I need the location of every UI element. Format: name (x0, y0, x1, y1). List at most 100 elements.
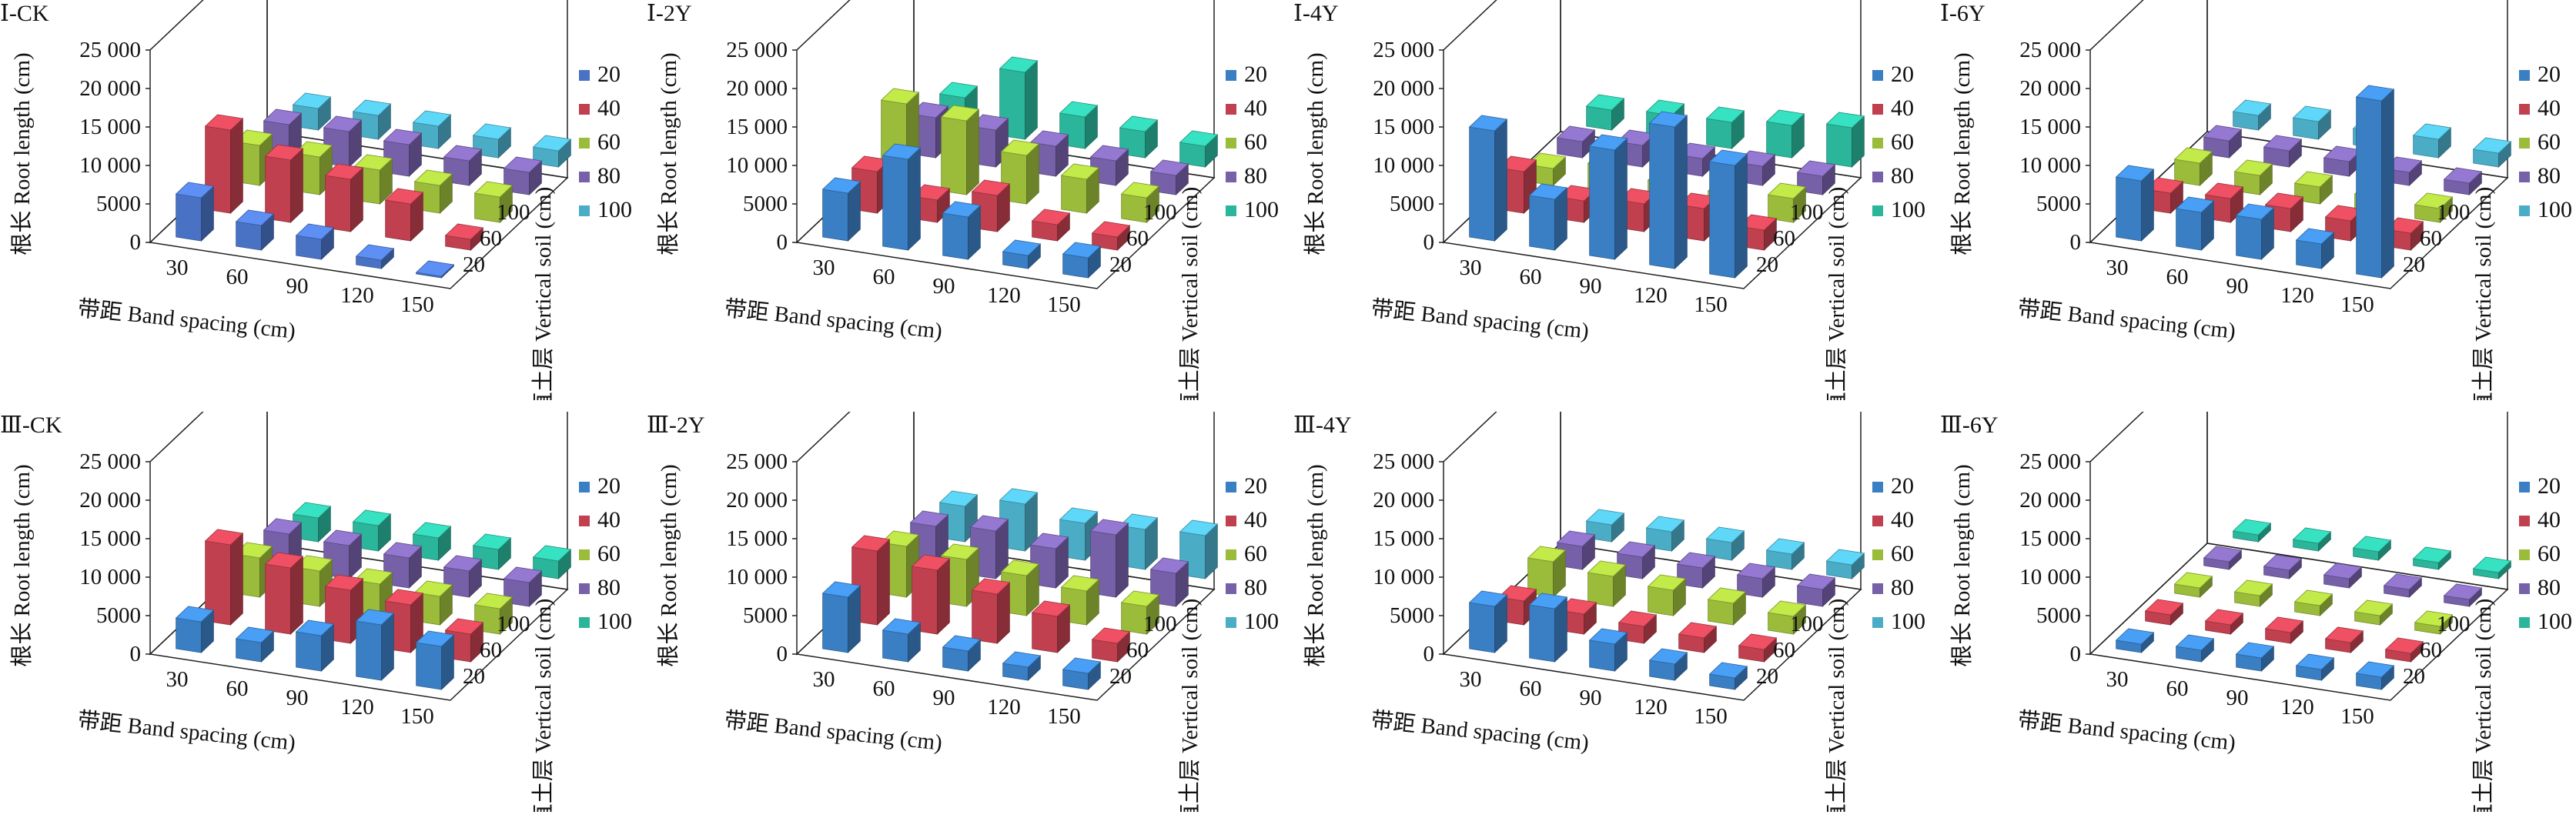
chart-plot: 25 000 20 000 15 000 10 000 5000 0 根长 Root len… (656, 0, 1219, 400)
bar-60-30 (2173, 147, 2213, 187)
legend-label: 60 (1244, 129, 1267, 155)
legend-swatch (2519, 205, 2530, 216)
z-axis-label: 垂直土层 Vertical soil (cm) (530, 599, 556, 812)
bar-40-150 (1091, 627, 1131, 663)
chart-panel: Ⅲ-6Y 25 000 20 000 15 000 10 000 5000 0 根长 Root… (1940, 412, 2572, 812)
z-tick-label: 20 (463, 252, 485, 277)
bar-20-60 (2175, 634, 2215, 663)
legend: 20 40 60 80 100 (579, 475, 633, 644)
bar-100-150 (532, 135, 572, 169)
bar-60-120 (1060, 163, 1100, 215)
chart-panel: Ⅲ-CK 25 000 20 000 15 000 10 000 5000 0 根长 Root… (0, 412, 633, 812)
bar-20-60 (882, 618, 922, 663)
z-tick-label: 100 (497, 200, 530, 225)
bar-100-60 (352, 99, 392, 141)
y-tick-label: 5000 (1390, 603, 1434, 628)
chart-panel: Ⅰ-CK 25 000 20 000 15 000 10 000 5000 0 根长 Root… (0, 0, 632, 400)
x-tick-label: 90 (1580, 274, 1602, 299)
bar-40-120 (384, 188, 424, 242)
bar-20-150 (415, 630, 455, 691)
bar-60-150 (473, 181, 514, 224)
bar-60-150 (1767, 600, 1807, 636)
bar-20-30 (821, 177, 861, 242)
bar-60-150 (1120, 182, 1160, 224)
bar-20-90 (1588, 134, 1628, 261)
x-tick-label: 150 (2340, 292, 2374, 317)
bar-40-90 (1618, 610, 1658, 645)
x-tick-label: 150 (1694, 292, 1728, 317)
z-tick-label: 60 (480, 638, 502, 663)
y-tick-label: 5000 (1390, 192, 1434, 216)
bar-20-150 (1062, 242, 1102, 279)
x-tick-label: 60 (873, 676, 895, 701)
legend-swatch (2519, 549, 2530, 560)
legend-swatch (579, 205, 590, 216)
bar-100-120 (2412, 123, 2452, 159)
legend-label: 20 (597, 473, 621, 499)
x-tick-label: 30 (2106, 667, 2129, 692)
chart-plot: 25 000 20 000 15 000 10 000 5000 0 根长 Root len… (9, 412, 572, 812)
bar-40-30 (2144, 599, 2184, 626)
z-axis-label: 垂直土层 Vertical soil (cm) (1177, 187, 1203, 400)
legend-swatch (1872, 516, 1883, 526)
bar-20-60 (882, 143, 922, 252)
bar-80-60 (323, 115, 363, 169)
bar-40-60 (264, 552, 304, 636)
bar-40-60 (911, 554, 951, 636)
legend-label: 40 (597, 95, 621, 121)
chart-plot: 25 000 20 000 15 000 10 000 5000 0 根长 Root len… (1303, 0, 1865, 400)
bar-100-90 (1705, 526, 1745, 562)
y-tick-label: 25 000 (1373, 449, 1434, 474)
x-axis-label: 带距 Band spacing (cm) (76, 708, 296, 756)
legend-swatch (579, 549, 590, 560)
y-tick-label: 10 000 (1373, 565, 1434, 589)
legend-label: 40 (1891, 95, 1914, 121)
x-tick-label: 150 (1047, 292, 1081, 317)
y-axis-label: 根长 Root length (cm) (656, 464, 681, 666)
bar-100-120 (1765, 538, 1805, 571)
x-tick-label: 90 (933, 274, 955, 299)
legend-label: 80 (1244, 163, 1267, 189)
y-axis-label: 根长 Root length (cm) (9, 52, 35, 255)
bar-20-30 (821, 581, 861, 654)
y-tick-label: 0 (1423, 642, 1435, 666)
legend-swatch (1226, 617, 1236, 628)
bar-20-120 (355, 244, 395, 270)
legend-label: 20 (2538, 62, 2561, 87)
bar-80-150 (2443, 583, 2483, 608)
bar-60-150 (2414, 610, 2454, 636)
y-tick-label: 0 (2070, 230, 2082, 255)
legend-label: 20 (2538, 473, 2561, 499)
y-tick-label: 5000 (2036, 192, 2081, 216)
bar-100-90 (1705, 106, 1745, 150)
x-tick-label: 120 (340, 695, 374, 720)
bar-100-150 (1179, 130, 1219, 169)
legend: 20 40 60 80 100 (2519, 63, 2573, 232)
bar-20-90 (942, 635, 982, 673)
y-tick-label: 10 000 (1373, 153, 1434, 178)
bar-60-30 (1527, 546, 1567, 599)
bar-60-120 (413, 169, 453, 215)
y-tick-label: 10 000 (2019, 565, 2081, 589)
bar-60-60 (2233, 579, 2273, 608)
bar-100-120 (1119, 115, 1159, 159)
chart-title: Ⅲ-2Y (647, 412, 705, 438)
legend-swatch (1872, 70, 1883, 81)
bar-20-120 (1648, 648, 1688, 682)
bar-40-30 (1497, 155, 1537, 215)
legend-label: 40 (1244, 95, 1267, 121)
legend-label: 60 (597, 129, 621, 155)
bar-60-90 (1647, 574, 1687, 617)
bar-20-150 (2355, 661, 2395, 691)
chart-panel: Ⅲ-4Y 25 000 20 000 15 000 10 000 5000 0 根长 Root… (1293, 412, 1925, 812)
y-tick-label: 0 (130, 230, 142, 255)
y-tick-label: 25 000 (79, 449, 141, 474)
y-tick-label: 10 000 (726, 565, 788, 589)
bar-80-30 (2203, 546, 2243, 571)
legend-label: 20 (597, 62, 621, 87)
chart-panel: Ⅰ-6Y 25 000 20 000 15 000 10 000 5000 0 根长 Root… (1940, 0, 2573, 400)
bar-100-150 (1825, 112, 1865, 169)
z-tick-label: 100 (2437, 200, 2471, 225)
bar-20-120 (1002, 651, 1042, 682)
